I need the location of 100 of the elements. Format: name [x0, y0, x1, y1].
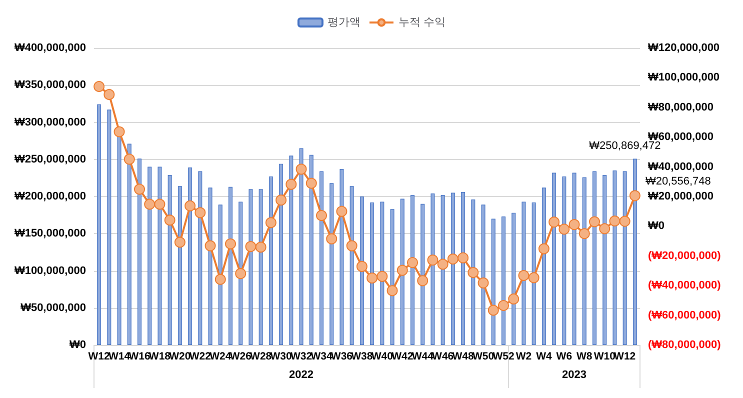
bar — [168, 174, 172, 345]
x-tick-label: W52 — [492, 350, 514, 362]
x-tick-label: W18 — [148, 350, 171, 362]
point — [214, 274, 226, 285]
point — [104, 88, 115, 100]
point — [255, 242, 266, 253]
bar — [400, 198, 404, 345]
point — [366, 272, 378, 284]
text: 2022 — [289, 369, 314, 381]
bar — [289, 156, 294, 345]
bar — [390, 209, 394, 345]
point — [204, 240, 216, 252]
bar — [622, 171, 627, 345]
y2-tick-label: (₩60,000,000) — [648, 309, 722, 322]
x-tick-label: W26 — [230, 350, 252, 362]
y-tick-label: ₩150,000,000 — [14, 228, 86, 240]
y-tick-label: ₩100,000,000 — [14, 264, 86, 277]
x-tick-label: W36 — [330, 350, 353, 362]
y2-tick-label: (₩40,000,000) — [648, 280, 722, 292]
point — [568, 219, 580, 230]
bar — [542, 188, 546, 345]
point — [316, 210, 327, 222]
point — [326, 233, 338, 244]
point — [468, 267, 479, 278]
point — [447, 254, 458, 265]
point — [538, 243, 550, 254]
bar — [602, 174, 607, 345]
x-tick-label: W30 — [270, 350, 292, 362]
bar — [491, 218, 496, 345]
bar — [148, 166, 152, 345]
point — [164, 214, 176, 226]
point — [599, 223, 610, 234]
bar — [309, 154, 314, 345]
point — [225, 238, 236, 250]
x-tick-label: W12 — [88, 350, 110, 362]
bar — [158, 166, 162, 345]
point — [417, 275, 428, 286]
x-tick-label: W46 — [432, 350, 454, 362]
legend-label: 누적 수익 — [398, 16, 446, 28]
bar — [450, 192, 455, 345]
x-tick-label: W32 — [290, 350, 312, 362]
bar — [350, 186, 354, 345]
bar — [107, 110, 112, 345]
point — [154, 198, 166, 210]
point — [184, 200, 196, 212]
point — [437, 258, 448, 270]
point — [498, 300, 509, 311]
point — [346, 240, 358, 252]
point — [194, 207, 206, 218]
y2-tick-label: ₩80,000,000 — [648, 101, 714, 114]
bar — [592, 171, 596, 345]
point — [629, 190, 640, 202]
point — [396, 264, 408, 276]
bar — [420, 204, 425, 345]
point — [518, 270, 530, 281]
x-tick-label: W16 — [128, 350, 150, 362]
bar — [632, 158, 637, 345]
point — [386, 285, 398, 296]
text: 2023 — [562, 369, 587, 381]
point — [508, 293, 520, 304]
point — [235, 268, 246, 280]
y-tick-label: ₩200,000,000 — [14, 190, 86, 202]
x-tick-label: W22 — [189, 350, 212, 362]
y-tick-label: ₩400,000,000 — [14, 42, 86, 54]
x-tick-label: W44 — [412, 350, 434, 362]
point — [488, 304, 499, 316]
x-tick-label: W4 — [536, 350, 552, 362]
x-tick-label: W12 — [614, 350, 636, 362]
bar — [410, 195, 414, 345]
point — [376, 270, 388, 282]
point — [528, 272, 540, 284]
bar — [522, 202, 526, 345]
y-tick-label: ₩300,000,000 — [14, 116, 86, 128]
x-tick-label: W6 — [556, 350, 572, 362]
point — [174, 236, 186, 248]
point — [144, 198, 156, 210]
bar — [481, 204, 486, 345]
x-tick-label: W14 — [108, 350, 130, 362]
bar — [461, 192, 466, 345]
bar — [188, 168, 192, 345]
bar — [279, 164, 284, 345]
y-tick-label: ₩50,000,000 — [20, 302, 86, 314]
bar — [138, 158, 142, 345]
x-tick-label: W38 — [351, 350, 373, 362]
bar — [117, 134, 122, 345]
bar — [258, 189, 263, 345]
data-label: ₩20,556,748 — [645, 176, 711, 188]
point — [548, 216, 560, 228]
bar — [572, 172, 576, 345]
bar — [440, 195, 445, 345]
bar — [380, 202, 384, 345]
y2-tick-label: ₩40,000,000 — [648, 160, 714, 173]
y-tick-label: ₩250,000,000 — [14, 153, 86, 166]
bar — [330, 183, 334, 345]
x-tick-label: W28 — [250, 350, 272, 362]
bar — [268, 176, 273, 345]
bar — [248, 189, 253, 345]
x-tick-label: W20 — [169, 350, 191, 362]
point — [609, 216, 620, 226]
bar — [430, 194, 435, 345]
